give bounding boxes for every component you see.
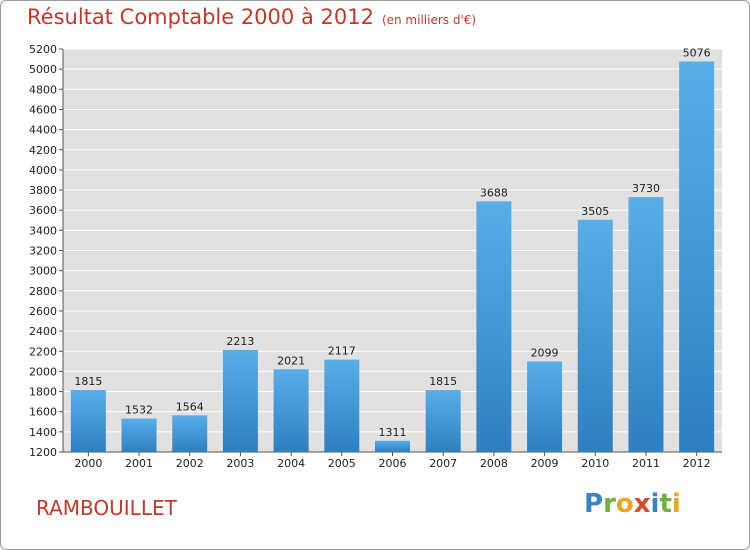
y-tick-label: 1600 (29, 406, 57, 419)
data-label-2010: 3505 (581, 205, 609, 218)
y-tick-label: 4400 (29, 124, 57, 137)
x-tick-label-2000: 2000 (74, 457, 102, 470)
data-label-2002: 1564 (176, 400, 204, 413)
data-label-2007: 1815 (429, 375, 457, 388)
y-tick-label: 1800 (29, 386, 57, 399)
bar-2004 (273, 369, 309, 452)
chart-title-main: Résultat Comptable 2000 à 2012 (27, 5, 374, 29)
bar-2008 (476, 201, 512, 452)
y-tick-label: 3200 (29, 245, 57, 258)
y-tick-label: 4000 (29, 164, 57, 177)
x-tick-label-2006: 2006 (379, 457, 407, 470)
bar-2002 (172, 415, 208, 452)
bar-2006 (375, 440, 410, 452)
y-tick-label: 2000 (29, 365, 57, 378)
y-tick-label: 5000 (29, 63, 57, 76)
x-tick-label-2007: 2007 (429, 457, 457, 470)
bar-2001 (121, 418, 157, 452)
proxiti-logo: Proxiti (584, 489, 681, 519)
data-label-2012: 5076 (683, 46, 711, 59)
bar-2000 (70, 390, 106, 452)
y-tick-label: 2200 (29, 345, 57, 358)
data-label-2008: 3688 (480, 186, 508, 199)
y-tick-label: 1400 (29, 426, 57, 439)
x-tick-label-2010: 2010 (581, 457, 609, 470)
bar-2005 (324, 359, 360, 452)
bar-2007 (425, 390, 461, 452)
y-tick-label: 4600 (29, 103, 57, 116)
bar-2009 (527, 361, 563, 452)
city-name: RAMBOUILLET (36, 496, 177, 520)
x-tick-label-2009: 2009 (531, 457, 559, 470)
y-tick-label: 2400 (29, 325, 57, 338)
bar-2003 (222, 349, 258, 452)
y-tick-label: 2600 (29, 305, 57, 318)
y-tick-label: 4800 (29, 83, 57, 96)
x-tick-label-2003: 2003 (226, 457, 254, 470)
data-label-2004: 2021 (277, 354, 305, 367)
x-tick-label-2012: 2012 (683, 457, 711, 470)
data-label-2006: 1311 (379, 426, 407, 439)
chart-title: Résultat Comptable 2000 à 2012 (en millie… (27, 5, 476, 29)
chart-subtitle: (en milliers d'€) (381, 13, 477, 27)
y-tick-label: 3800 (29, 184, 57, 197)
data-label-2005: 2117 (328, 345, 356, 358)
data-label-2000: 1815 (74, 375, 102, 388)
bar-2011 (628, 197, 664, 452)
data-label-2003: 2213 (226, 335, 254, 348)
data-label-2009: 2099 (531, 346, 559, 359)
x-tick-label-2004: 2004 (277, 457, 305, 470)
data-label-2011: 3730 (632, 182, 660, 195)
x-tick-label-2001: 2001 (125, 457, 153, 470)
y-tick-label: 1200 (29, 446, 57, 459)
x-tick-label-2008: 2008 (480, 457, 508, 470)
data-label-2001: 1532 (125, 404, 153, 417)
y-tick-label: 3000 (29, 265, 57, 278)
x-tick-label-2002: 2002 (176, 457, 204, 470)
y-tick-label: 5200 (29, 43, 57, 56)
y-tick-label: 4200 (29, 144, 57, 157)
x-tick-label-2005: 2005 (328, 457, 356, 470)
bar-2012 (679, 61, 715, 452)
y-tick-label: 3600 (29, 204, 57, 217)
bar-2010 (577, 219, 613, 452)
y-tick-label: 2800 (29, 285, 57, 298)
x-tick-label-2011: 2011 (632, 457, 660, 470)
y-tick-label: 3400 (29, 224, 57, 237)
